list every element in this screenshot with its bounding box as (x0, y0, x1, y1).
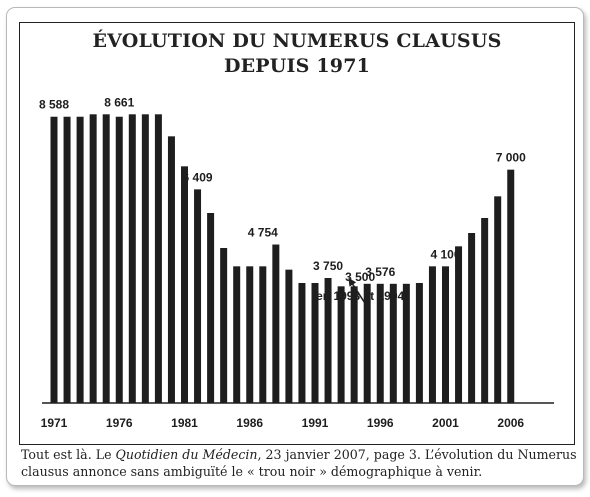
data-label-2006: 7 000 (496, 151, 526, 165)
x-tick-label-1991: 1991 (302, 416, 329, 430)
bar-1994 (350, 286, 358, 403)
bar-1977 (128, 114, 136, 404)
bar-1999 (415, 283, 423, 403)
bar-1988 (272, 244, 280, 403)
bar-2000 (428, 266, 436, 403)
data-label-1971: 8 588 (39, 98, 69, 112)
bar-1972 (63, 116, 71, 403)
x-tick-label-1981: 1981 (171, 416, 198, 430)
x-tick-labels: 1971 1976 1981 1986 1991 1996 2001 2006 (41, 416, 525, 430)
x-tick-label-2001: 2001 (432, 416, 459, 430)
caption-part1: Tout est là. Le (21, 447, 116, 462)
data-label-1987: 4 754 (248, 226, 278, 240)
bar-1996 (376, 283, 384, 403)
data-label-1982: 6 409 (183, 170, 213, 184)
bar-1980 (167, 136, 175, 403)
bar-2003 (468, 233, 476, 403)
bar-2005 (494, 196, 502, 403)
bar-1971 (50, 116, 58, 403)
bar-1975 (102, 114, 110, 404)
x-tick-label-1971: 1971 (41, 416, 68, 430)
bar-1997 (389, 283, 397, 403)
bar-1982 (194, 189, 202, 403)
bar-2001 (442, 266, 449, 403)
bar-1984 (220, 248, 228, 403)
bar-1979 (154, 114, 162, 404)
bar-2006 (507, 169, 515, 403)
data-label-1996: 3 576 (365, 265, 395, 279)
bar-1995 (363, 283, 371, 403)
x-tick-label-1976: 1976 (106, 416, 133, 430)
caption-italic-source: Quotidien du Médecin (115, 447, 258, 462)
bar-1974 (89, 114, 97, 404)
bar-1992 (324, 278, 332, 403)
bar-2002 (455, 246, 463, 403)
bar-1993 (337, 286, 345, 403)
bar-chart: 1971 1976 1981 1986 1991 1996 2001 2006 8 588 8 … (39, 95, 554, 430)
bar-1985 (233, 266, 241, 403)
bar-1978 (141, 114, 149, 404)
bar-2004 (481, 218, 489, 403)
bar-1998 (402, 283, 410, 403)
data-labels: 8 588 8 661 6 409 4 754 3 750 3 576 4 100 7 000 (39, 95, 526, 278)
chart-panel: ÉVOLUTION DU NUMERUS CLAUSUS DEPUIS 1971… (19, 22, 575, 445)
data-label-2001: 4 100 (430, 247, 460, 261)
bar-1989 (285, 269, 293, 403)
bar-1976 (115, 116, 123, 403)
x-tick-label-1986: 1986 (236, 416, 263, 430)
x-tick-label-1996: 1996 (367, 416, 394, 430)
data-label-1976: 8 661 (104, 95, 134, 109)
bar-1990 (298, 283, 306, 403)
bar-1986 (246, 266, 254, 403)
data-label-1992: 3 750 (313, 259, 343, 273)
chart-title-line2: DEPUIS 1971 (223, 55, 371, 77)
bar-1981 (181, 166, 188, 403)
bar-1991 (311, 283, 319, 403)
annotation-arrow (348, 277, 369, 309)
bar-1987 (259, 266, 267, 403)
bars-group (50, 114, 515, 404)
figure-frame: ÉVOLUTION DU NUMERUS CLAUSUS DEPUIS 1971… (6, 7, 584, 486)
bar-1983 (207, 213, 215, 403)
figure-caption: Tout est là. Le Quotidien du Médecin, 23… (21, 446, 577, 480)
bar-1973 (76, 116, 84, 403)
arrow-note-value: 3 500 (345, 270, 375, 284)
chart-title-line1: ÉVOLUTION DU NUMERUS CLAUSUS (92, 30, 502, 52)
caption-part2: , 23 janvier 2007, page 3. L’évolution d… (21, 447, 577, 479)
x-tick-label-2006: 2006 (497, 416, 524, 430)
